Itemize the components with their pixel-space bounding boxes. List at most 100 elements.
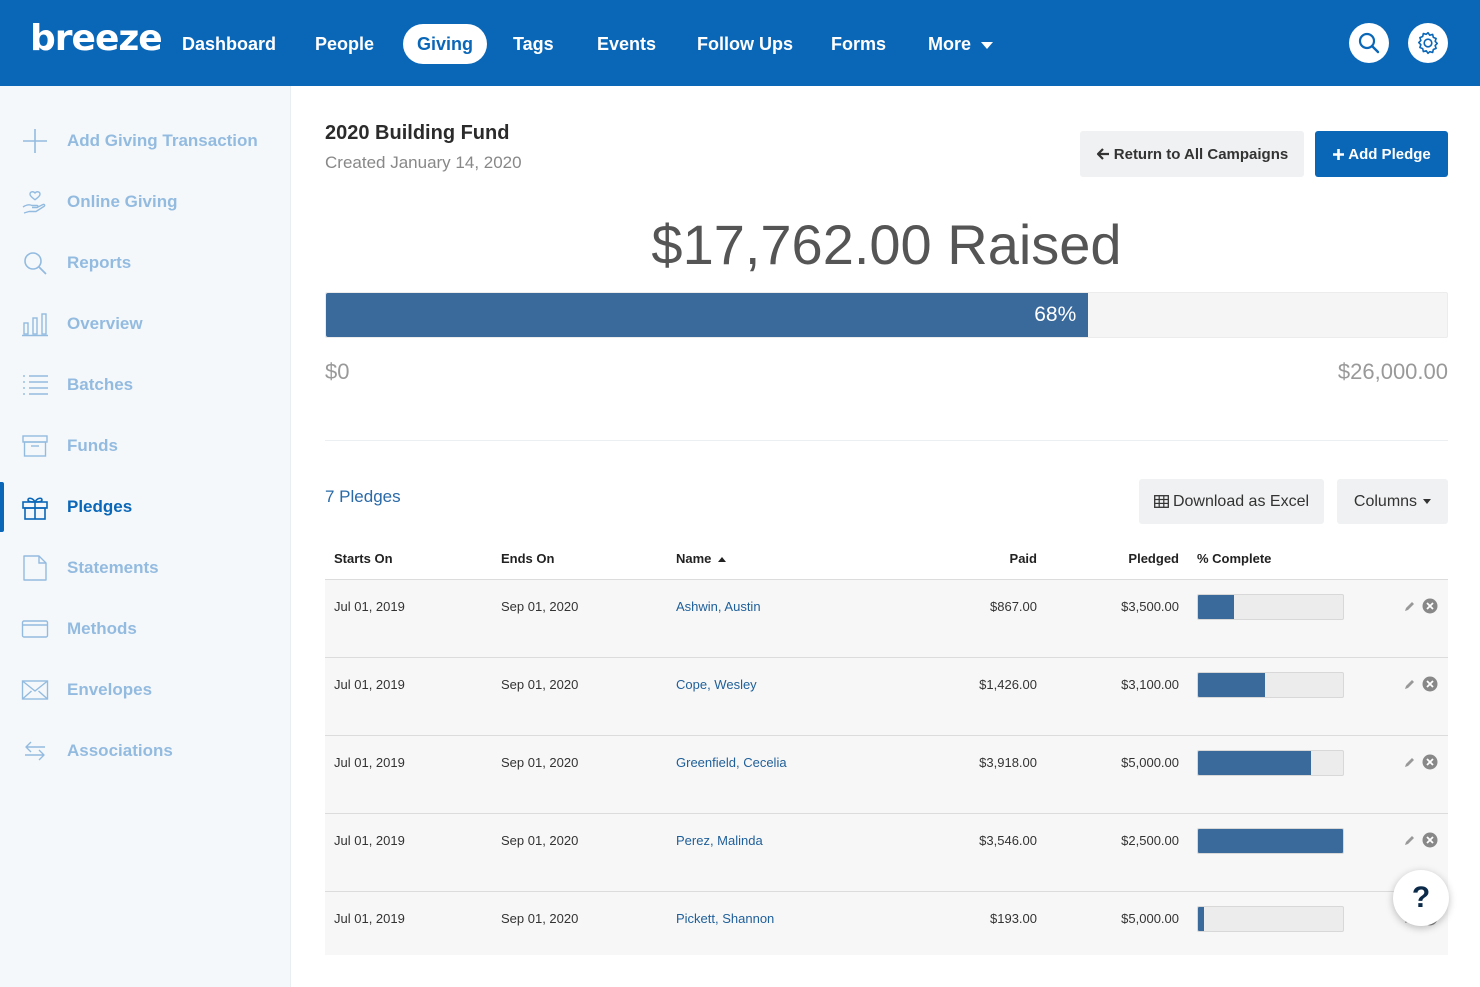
columns-dropdown[interactable]: Columns (1337, 479, 1448, 524)
col-name[interactable]: Name (676, 551, 727, 566)
table-header-line (325, 579, 1448, 580)
row-actions (1403, 754, 1438, 770)
table-row: Jul 01, 2019 Sep 01, 2020 Greenfield, Ce… (325, 736, 1448, 814)
nav-more[interactable]: More (914, 24, 1007, 64)
nav-giving[interactable]: Giving (403, 24, 488, 64)
sidebar-item-overview[interactable]: Overview (0, 299, 291, 349)
pledge-progress-bar (1197, 672, 1344, 698)
pledge-count[interactable]: 7 Pledges (325, 487, 401, 506)
sidebar-item-label: Reports (67, 253, 132, 272)
edit-pencil-icon[interactable] (1403, 600, 1416, 613)
row-actions (1403, 832, 1438, 848)
col-paid[interactable]: Paid (1009, 551, 1037, 566)
add-pledge-label: Add Pledge (1348, 145, 1431, 163)
nav-forms[interactable]: Forms (831, 34, 887, 54)
archive-box-icon (20, 431, 50, 461)
cell-starts-on: Jul 01, 2019 (334, 755, 405, 770)
cell-paid: $1,426.00 (979, 677, 1037, 692)
sidebar-item-label: Statements (67, 558, 159, 577)
search-button[interactable] (1349, 23, 1389, 63)
settings-button[interactable] (1408, 23, 1448, 63)
edit-pencil-icon[interactable] (1403, 756, 1416, 769)
nav-events[interactable]: Events (597, 34, 657, 54)
section-divider (325, 440, 1448, 441)
campaign-progress-bar: 68% (325, 292, 1448, 338)
amount-raised: $17,762.00 Raised (651, 213, 1122, 276)
sidebar-item-label: Batches (67, 375, 134, 394)
cell-pledged: $2,500.00 (1121, 833, 1179, 848)
pledger-name-link[interactable]: Greenfield, Cecelia (676, 755, 787, 770)
breeze-logo[interactable]: breeze (30, 18, 163, 59)
arrow-left-icon (1096, 148, 1109, 160)
sidebar-item-label: Overview (67, 314, 143, 333)
add-pledge-button[interactable]: Add Pledge (1315, 131, 1448, 177)
table-row: Jul 01, 2019 Sep 01, 2020 Perez, Malinda… (325, 814, 1448, 892)
cell-paid: $3,918.00 (979, 755, 1037, 770)
cell-ends-on: Sep 01, 2020 (501, 677, 579, 692)
return-button-label: Return to All Campaigns (1113, 145, 1289, 163)
arrows-swap-icon (20, 736, 50, 766)
nav-tags[interactable]: Tags (513, 34, 554, 54)
sidebar-item-reports[interactable]: Reports (0, 238, 291, 288)
cell-ends-on: Sep 01, 2020 (501, 599, 579, 614)
sidebar-item-label: Funds (67, 436, 118, 455)
sidebar-item-label: Envelopes (67, 680, 153, 699)
pledge-progress-fill (1198, 673, 1265, 697)
sidebar-item-associations[interactable]: Associations (0, 726, 291, 776)
sidebar-item-envelopes[interactable]: Envelopes (0, 665, 291, 715)
sidebar-item-pledges[interactable]: Pledges (0, 482, 291, 532)
download-excel-button[interactable]: Download as Excel (1139, 479, 1324, 524)
sidebar-item-label: Associations (67, 741, 173, 760)
sidebar-item-label: Online Giving (67, 192, 178, 211)
columns-label: Columns (1353, 492, 1418, 510)
edit-pencil-icon[interactable] (1403, 834, 1416, 847)
sidebar-item-online-giving[interactable]: Online Giving (0, 177, 291, 227)
page-title: 2020 Building Fund (325, 122, 510, 144)
edit-pencil-icon[interactable] (1403, 678, 1416, 691)
pledge-progress-bar (1197, 750, 1344, 776)
table-icon (1154, 495, 1169, 508)
sidebar-item-batches[interactable]: Batches (0, 360, 291, 410)
cell-pledged: $5,000.00 (1121, 911, 1179, 926)
delete-circle-icon[interactable] (1422, 832, 1438, 848)
row-actions (1403, 598, 1438, 614)
sidebar-item-statements[interactable]: Statements (0, 543, 291, 593)
sidebar-item-methods[interactable]: Methods (0, 604, 291, 654)
sidebar-item-add-giving-transaction[interactable]: Add Giving Transaction (0, 116, 291, 166)
nav-dashboard[interactable]: Dashboard (182, 34, 277, 54)
pledger-name-link[interactable]: Perez, Malinda (676, 833, 763, 848)
col-pledged[interactable]: Pledged (1128, 551, 1179, 566)
pledge-progress-fill (1198, 829, 1343, 853)
download-excel-label: Download as Excel (1172, 492, 1310, 510)
envelope-icon (20, 675, 50, 705)
cell-paid: $867.00 (990, 599, 1037, 614)
pledger-name-link[interactable]: Pickett, Shannon (676, 911, 775, 926)
pledger-name-link[interactable]: Ashwin, Austin (676, 599, 761, 614)
goal-min: $0 (325, 359, 350, 384)
nav-people[interactable]: People (315, 34, 375, 54)
delete-circle-icon[interactable] (1422, 676, 1438, 692)
pledge-progress-bar (1197, 828, 1344, 854)
col-ends-on[interactable]: Ends On (501, 551, 555, 566)
sidebar-item-label: Pledges (67, 497, 133, 516)
cell-ends-on: Sep 01, 2020 (501, 911, 579, 926)
table-row: Jul 01, 2019 Sep 01, 2020 Ashwin, Austin… (325, 580, 1448, 658)
delete-circle-icon[interactable] (1422, 598, 1438, 614)
campaign-created-date: Created January 14, 2020 (325, 153, 522, 172)
return-to-campaigns-button[interactable]: Return to All Campaigns (1080, 131, 1304, 177)
pledger-name-link[interactable]: Cope, Wesley (676, 677, 757, 692)
campaign-progress-label: 68% (1034, 303, 1077, 326)
chevron-down-icon (1423, 499, 1432, 504)
gear-icon (1417, 31, 1439, 55)
goal-max: $26,000.00 (1337, 359, 1448, 384)
cell-starts-on: Jul 01, 2019 (334, 677, 405, 692)
delete-circle-icon[interactable] (1422, 754, 1438, 770)
pledge-progress-bar (1197, 594, 1344, 620)
hand-heart-icon (20, 187, 50, 217)
nav-more-label: More (928, 34, 972, 54)
col-starts-on[interactable]: Starts On (334, 551, 393, 566)
col-complete[interactable]: % Complete (1197, 551, 1272, 566)
nav-follow-ups[interactable]: Follow Ups (697, 34, 793, 54)
sidebar-item-funds[interactable]: Funds (0, 421, 291, 471)
help-button[interactable]: ? (1393, 870, 1449, 926)
